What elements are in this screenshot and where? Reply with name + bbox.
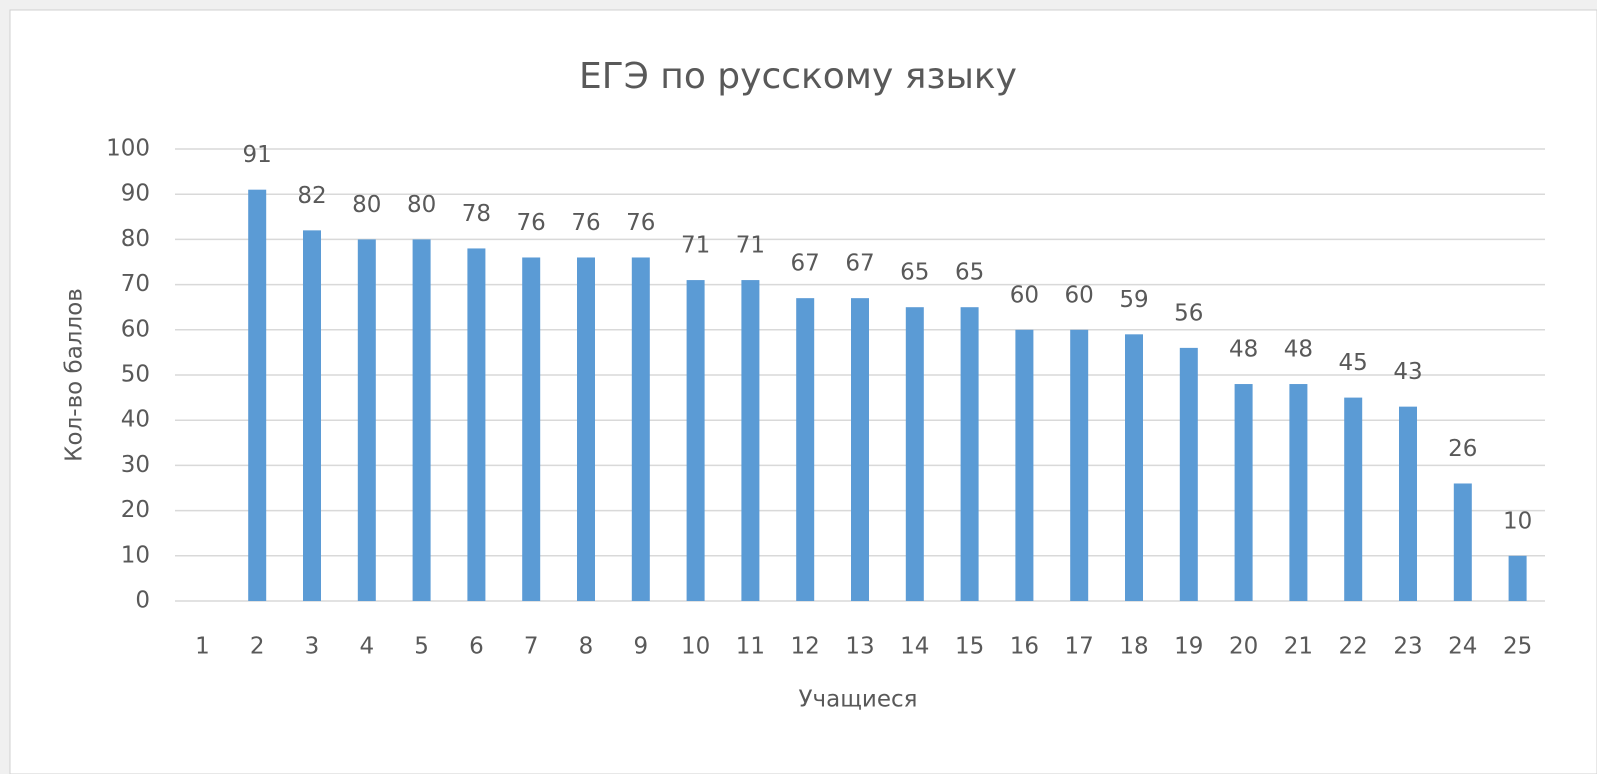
value-label: 80 bbox=[352, 192, 381, 218]
bar bbox=[1015, 329, 1034, 601]
chart-title: ЕГЭ по русскому языку bbox=[579, 56, 1017, 97]
value-label: 65 bbox=[900, 260, 929, 286]
x-tick-label: 21 bbox=[1284, 634, 1313, 660]
y-axis-label: Кол-во баллов bbox=[62, 288, 88, 462]
value-label: 78 bbox=[462, 201, 491, 227]
bar bbox=[1179, 347, 1198, 601]
y-tick-label: 70 bbox=[121, 271, 150, 297]
x-tick-label: 11 bbox=[736, 634, 765, 660]
x-tick-label: 1 bbox=[195, 634, 210, 660]
bar bbox=[960, 307, 979, 601]
value-label: 76 bbox=[517, 210, 546, 236]
value-label: 91 bbox=[243, 142, 272, 168]
x-tick-label: 12 bbox=[791, 634, 820, 660]
x-tick-label: 19 bbox=[1174, 634, 1203, 660]
bar bbox=[1399, 406, 1417, 601]
value-label: 48 bbox=[1284, 337, 1313, 363]
value-label: 48 bbox=[1229, 337, 1258, 363]
y-tick-label: 90 bbox=[121, 181, 150, 207]
x-tick-label: 10 bbox=[681, 634, 710, 660]
y-tick-label: 80 bbox=[121, 226, 150, 252]
value-label: 59 bbox=[1119, 287, 1148, 313]
value-label: 76 bbox=[571, 210, 600, 236]
x-tick-label: 22 bbox=[1339, 634, 1368, 660]
x-tick-label: 4 bbox=[359, 634, 374, 660]
value-label: 80 bbox=[407, 192, 436, 218]
bar bbox=[1234, 384, 1253, 601]
x-tick-label: 9 bbox=[633, 634, 648, 660]
value-label: 43 bbox=[1393, 359, 1422, 385]
value-label: 26 bbox=[1448, 436, 1477, 462]
x-tick-label: 6 bbox=[469, 634, 484, 660]
x-tick-label: 20 bbox=[1229, 634, 1258, 660]
value-label: 60 bbox=[1010, 282, 1039, 308]
value-label: 82 bbox=[297, 183, 326, 209]
value-label: 76 bbox=[626, 210, 655, 236]
y-tick-label: 0 bbox=[135, 588, 150, 614]
value-label: 67 bbox=[791, 251, 820, 277]
bar bbox=[577, 257, 595, 601]
y-tick-label: 50 bbox=[121, 362, 150, 388]
bar bbox=[686, 280, 705, 601]
y-tick-label: 100 bbox=[106, 136, 150, 162]
x-tick-label: 14 bbox=[900, 634, 929, 660]
bar bbox=[1453, 483, 1472, 601]
x-tick-label: 17 bbox=[1065, 634, 1094, 660]
y-tick-label: 60 bbox=[121, 316, 150, 342]
bar bbox=[1344, 397, 1363, 601]
bar bbox=[467, 248, 486, 601]
x-tick-label: 15 bbox=[955, 634, 984, 660]
value-label: 45 bbox=[1339, 350, 1368, 376]
bar bbox=[1508, 555, 1527, 601]
value-label: 56 bbox=[1174, 300, 1203, 326]
x-tick-label: 24 bbox=[1448, 634, 1477, 660]
bar bbox=[303, 230, 321, 602]
x-tick-label: 25 bbox=[1503, 634, 1532, 660]
x-tick-label: 13 bbox=[845, 634, 874, 660]
x-tick-label: 16 bbox=[1010, 634, 1039, 660]
x-tick-label: 8 bbox=[579, 634, 594, 660]
value-label: 67 bbox=[845, 251, 874, 277]
x-tick-label: 7 bbox=[524, 634, 539, 660]
bar bbox=[248, 189, 267, 601]
value-label: 71 bbox=[736, 233, 765, 259]
x-tick-label: 3 bbox=[305, 634, 320, 660]
bar bbox=[1125, 334, 1143, 601]
bar bbox=[357, 239, 376, 601]
bar bbox=[522, 257, 541, 601]
bar bbox=[1070, 329, 1089, 601]
value-label: 71 bbox=[681, 233, 710, 259]
value-label: 60 bbox=[1065, 282, 1094, 308]
bar bbox=[851, 298, 869, 601]
x-tick-label: 2 bbox=[250, 634, 265, 660]
x-axis-label: Учащиеся bbox=[799, 687, 918, 713]
bar bbox=[905, 307, 924, 601]
value-label: 10 bbox=[1503, 508, 1532, 534]
bar bbox=[1289, 384, 1308, 601]
x-tick-label: 23 bbox=[1393, 634, 1422, 660]
bar bbox=[412, 239, 431, 601]
bar bbox=[741, 280, 760, 601]
bar bbox=[631, 257, 650, 601]
y-tick-label: 10 bbox=[121, 542, 150, 568]
value-label: 65 bbox=[955, 260, 984, 286]
y-tick-label: 30 bbox=[121, 452, 150, 478]
y-tick-label: 20 bbox=[121, 497, 150, 523]
y-tick-label: 40 bbox=[121, 407, 150, 433]
x-tick-label: 5 bbox=[414, 634, 429, 660]
x-tick-label: 18 bbox=[1119, 634, 1148, 660]
bar bbox=[796, 298, 815, 601]
